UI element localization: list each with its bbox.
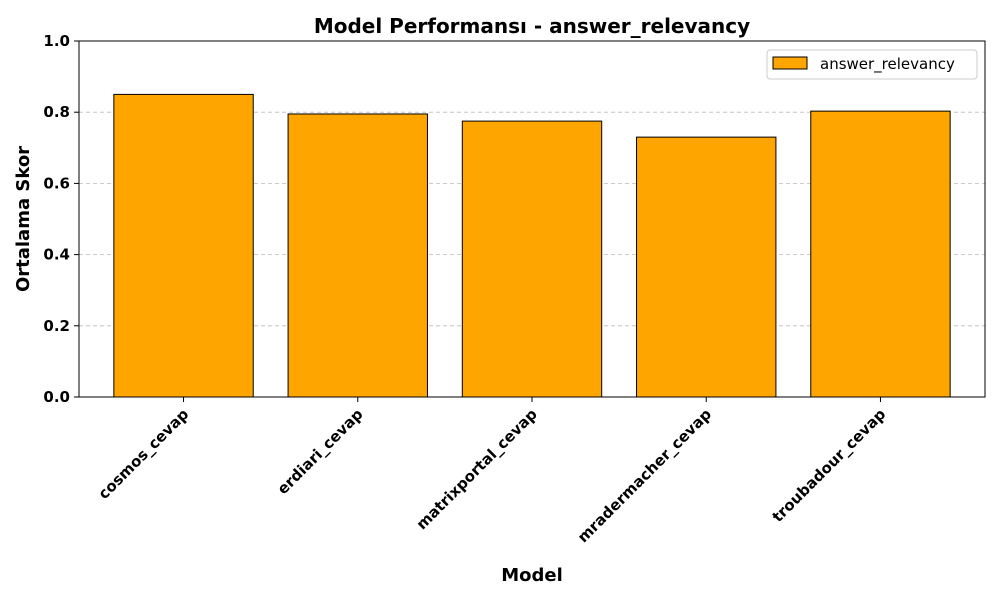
bar-troubadour_cevap (810, 110, 951, 398)
y-tick-label: 0.6 (43, 174, 70, 192)
bar-cosmos_cevap (113, 93, 254, 398)
legend-swatch (772, 56, 808, 70)
y-tick-label: 0.8 (43, 103, 70, 121)
y-tick-label: 0.4 (43, 246, 70, 264)
y-axis-label: Ortalama Skor (13, 146, 34, 292)
legend-label: answer_relevancy (820, 55, 955, 74)
bar-mradermacher_cevap (636, 136, 777, 398)
y-tick-label: 0.2 (43, 317, 70, 335)
chart-title: Model Performansı - answer_relevancy (314, 14, 750, 38)
legend-box (766, 49, 978, 80)
x-axis-label: Model (501, 565, 563, 586)
bar-matrixportal_cevap (461, 120, 603, 398)
legend: answer_relevancy (766, 49, 978, 80)
y-axis-ticks: 0.0 0.2 0.4 0.6 0.8 1.0 (43, 32, 79, 406)
bars (113, 93, 951, 398)
y-tick-label: 1.0 (43, 32, 70, 50)
y-tick-label: 0.0 (43, 388, 70, 406)
bar-erdiari_cevap (287, 113, 428, 398)
